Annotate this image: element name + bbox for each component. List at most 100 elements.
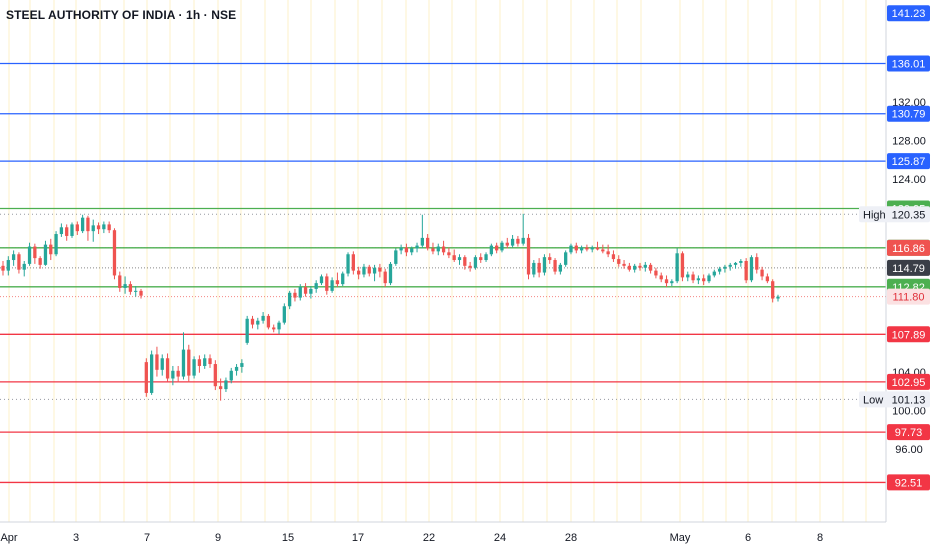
price-tag [887, 326, 930, 343]
price-tag-label: 136.01 [892, 58, 926, 70]
candle-body [261, 315, 265, 321]
candle-body [404, 247, 409, 253]
x-tick-label: 6 [745, 532, 751, 544]
candle-body [548, 257, 552, 261]
extreme-name: High [863, 209, 886, 221]
candle-body [633, 265, 637, 270]
price-tag-label: 92.51 [895, 477, 923, 489]
candle-body [112, 230, 117, 276]
candle-body [218, 386, 223, 390]
candle-body [426, 237, 430, 249]
candle-body [165, 358, 170, 379]
candle-body [325, 276, 329, 291]
candle-body [314, 283, 318, 289]
candle-body [441, 246, 446, 253]
candle-body [293, 292, 297, 298]
candle-body [1, 265, 5, 271]
candle-body [537, 262, 541, 273]
candle-body [33, 246, 37, 259]
candle-body [346, 254, 350, 274]
candle-body [282, 306, 286, 323]
candle-body [22, 263, 26, 270]
candle-body [383, 271, 387, 284]
candle-body [277, 322, 281, 330]
candle-body [394, 250, 398, 264]
price-tag [887, 373, 930, 390]
candle-body [638, 265, 642, 268]
candle-body [601, 249, 605, 252]
candle-body [564, 252, 568, 265]
candle-body [27, 246, 32, 264]
candle-body [664, 279, 669, 284]
extreme-value: 120.35 [892, 209, 926, 221]
price-tag-label: 116.86 [892, 243, 925, 255]
x-tick-label: 24 [494, 532, 506, 544]
price-tag-label: 102.95 [892, 377, 926, 389]
candle-body [102, 224, 106, 230]
candle-body [686, 274, 690, 278]
candle-body [702, 278, 706, 282]
candle-body [155, 354, 159, 370]
price-tag [887, 474, 930, 491]
candle-body [171, 370, 175, 379]
candle-body [569, 245, 573, 253]
x-tick-label: 3 [73, 532, 79, 544]
candle-body [80, 217, 85, 232]
candle-body [208, 358, 212, 365]
candle-body [176, 370, 180, 377]
candle-body [6, 260, 10, 271]
candle-body [452, 255, 456, 261]
candle-body [96, 225, 101, 230]
candle-body [266, 315, 271, 328]
candle-body [500, 242, 504, 251]
candle-body [59, 227, 64, 235]
candle-body [187, 349, 191, 376]
candle-body [181, 349, 186, 377]
candle-body [309, 288, 313, 294]
candle-body [579, 247, 584, 251]
candle-body [43, 244, 48, 265]
candle-body [463, 257, 467, 266]
candle-body [521, 237, 525, 244]
candle-body [744, 261, 748, 281]
candle-body [160, 358, 164, 370]
candle-body [717, 268, 722, 272]
x-tick-label: 15 [282, 532, 294, 544]
candle-body [65, 227, 69, 236]
candle-body [123, 284, 127, 288]
price-tag-label: 97.73 [895, 427, 923, 439]
candle-body [436, 246, 440, 252]
candle-body [362, 266, 366, 275]
candle-body [139, 290, 143, 296]
candle-body [319, 276, 324, 284]
x-tick-label: 7 [144, 532, 150, 544]
y-tick-label: 124.00 [892, 174, 926, 186]
candle-body [739, 261, 743, 263]
x-tick-label: 22 [423, 532, 435, 544]
candle-body [574, 245, 578, 251]
candle-body [351, 254, 355, 271]
candle-body [256, 320, 260, 325]
price-tag [887, 55, 930, 72]
candle-body [765, 276, 770, 282]
candle-body [627, 265, 632, 270]
candle-body [203, 358, 207, 366]
candle-body [659, 275, 663, 280]
candle-body [733, 262, 738, 265]
extreme-tag [859, 206, 930, 223]
candle-body [479, 257, 483, 261]
candle-body [149, 354, 154, 393]
candle-body [134, 290, 138, 292]
candle-body [648, 264, 653, 271]
price-tag [887, 105, 930, 122]
price-tag [887, 259, 930, 276]
high-low-markers: High 120.35 Low 101.13 [859, 206, 930, 408]
candle-body [691, 274, 695, 281]
candle-body [510, 238, 515, 246]
x-tick-label: Apr [0, 532, 17, 544]
candle-body [213, 364, 217, 387]
candle-body [749, 257, 754, 281]
candle-body [760, 269, 764, 277]
x-tick-label: 28 [565, 532, 577, 544]
